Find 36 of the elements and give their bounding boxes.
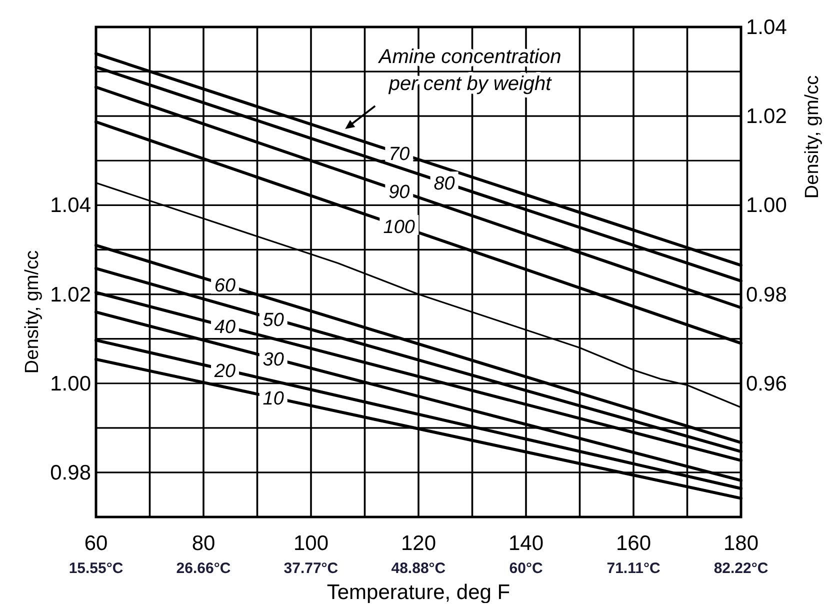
x-tick-label: 100 xyxy=(293,532,329,555)
x-tick-label: 80 xyxy=(192,532,216,555)
series-label: 30 xyxy=(262,349,284,370)
x-tick-label: 140 xyxy=(508,532,544,555)
y-tick-label: 0.98 xyxy=(50,461,91,484)
y2-tick-label: 1.04 xyxy=(746,16,788,39)
y-axis-title: Density, gm/cc xyxy=(22,250,43,374)
y2-tick-label: 1.02 xyxy=(746,105,787,128)
series-label: 60 xyxy=(214,276,236,297)
x2-tick-label: 82.22°C xyxy=(714,560,768,577)
x-tick-label: 180 xyxy=(723,532,759,555)
x2-tick-label: 15.55°C xyxy=(68,560,124,577)
series-label: 20 xyxy=(213,360,236,382)
x2-tick-label: 71.11°C xyxy=(606,560,660,577)
x-tick-label: 160 xyxy=(616,532,652,555)
x2-tick-label: 26.66°C xyxy=(176,560,231,577)
x2-tick-label: 48.88°C xyxy=(391,560,446,577)
x-axis-title: Temperature, deg F xyxy=(326,581,510,604)
y-tick-label: 1.02 xyxy=(50,283,91,306)
series-label: 10 xyxy=(262,388,284,410)
y-tick-label: 1.00 xyxy=(50,372,91,396)
y-tick-label: 1.04 xyxy=(50,194,92,218)
x-tick-label: 60 xyxy=(84,532,108,555)
x-tick-label: 120 xyxy=(400,532,436,555)
y2-tick-label: 0.98 xyxy=(746,283,787,306)
series-label: 100 xyxy=(383,216,416,238)
series-label: 50 xyxy=(262,310,284,331)
x2-tick-label: 37.77°C xyxy=(284,560,338,577)
series-label: 40 xyxy=(214,317,236,338)
y2-tick-label: 0.96 xyxy=(746,372,787,396)
y2-tick-label: 1.00 xyxy=(746,194,787,218)
series-label: 70 xyxy=(388,144,410,166)
x2-tick-label: 60°C xyxy=(509,560,543,577)
series-label: 80 xyxy=(434,174,456,195)
y2-axis-title: Density, gm/cc xyxy=(802,75,823,199)
series-label: 90 xyxy=(388,182,410,203)
